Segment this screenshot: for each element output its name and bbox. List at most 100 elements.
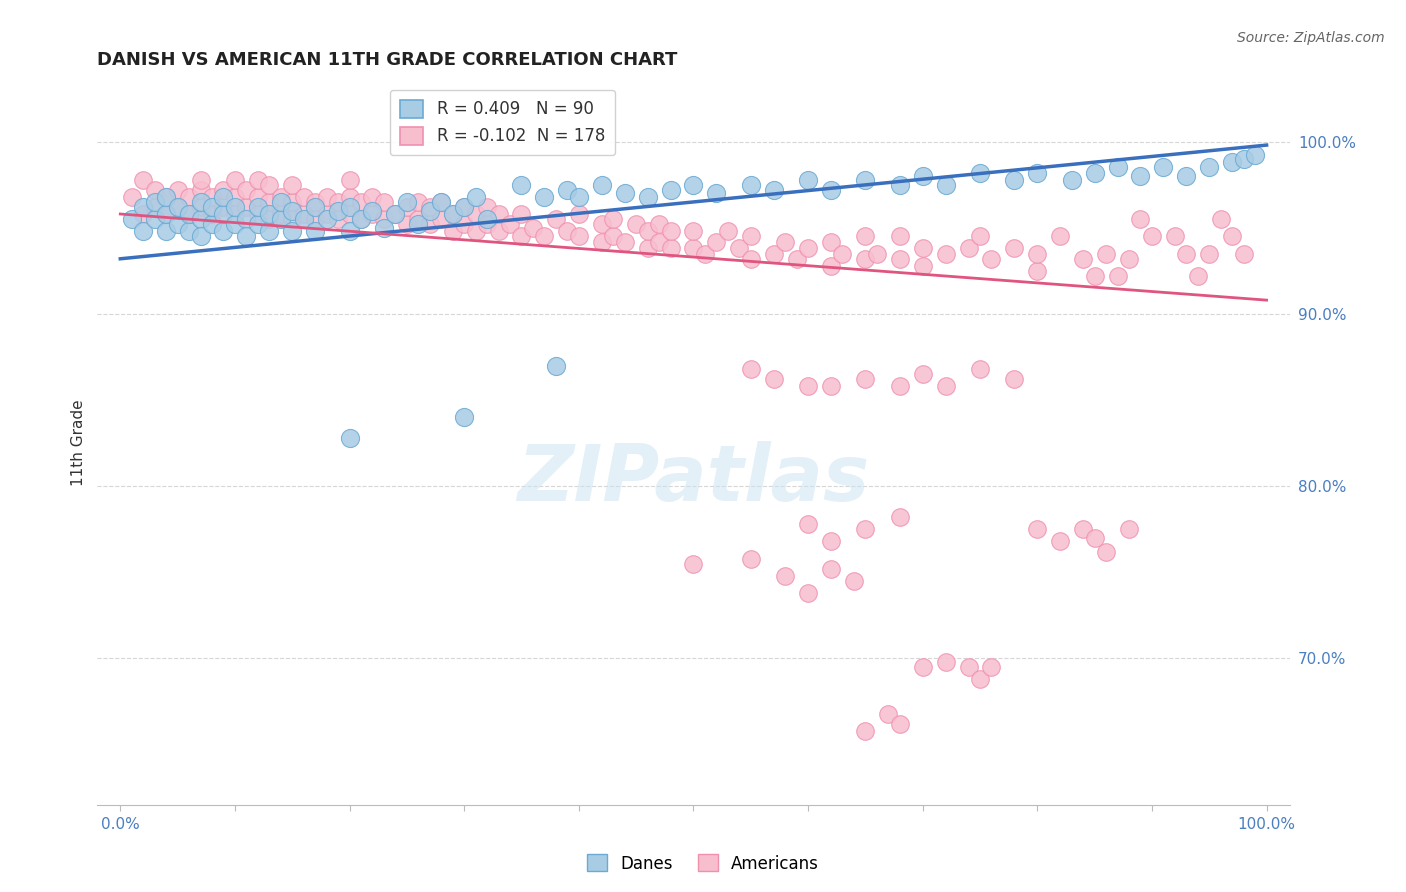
Point	[453, 200, 475, 214]
Point	[475, 212, 498, 227]
Point	[1049, 229, 1071, 244]
Point	[259, 207, 281, 221]
Point	[853, 723, 876, 738]
Point	[935, 178, 957, 192]
Point	[773, 568, 796, 582]
Point	[259, 194, 281, 209]
Point	[270, 190, 292, 204]
Point	[395, 200, 418, 214]
Point	[1026, 522, 1049, 536]
Point	[935, 655, 957, 669]
Point	[419, 203, 441, 218]
Point	[889, 379, 911, 393]
Point	[361, 190, 384, 204]
Point	[373, 194, 395, 209]
Point	[980, 252, 1002, 266]
Point	[1049, 534, 1071, 549]
Point	[155, 207, 177, 221]
Point	[613, 235, 636, 249]
Point	[350, 194, 373, 209]
Point	[384, 207, 406, 221]
Point	[853, 172, 876, 186]
Point	[544, 359, 567, 373]
Point	[259, 178, 281, 192]
Point	[1026, 264, 1049, 278]
Point	[475, 200, 498, 214]
Point	[706, 186, 728, 201]
Point	[1107, 268, 1129, 283]
Point	[510, 178, 533, 192]
Point	[224, 172, 246, 186]
Point	[762, 246, 785, 260]
Point	[121, 212, 143, 227]
Point	[740, 551, 762, 566]
Point	[1002, 172, 1025, 186]
Point	[235, 183, 257, 197]
Point	[1220, 155, 1243, 169]
Point	[177, 207, 200, 221]
Point	[166, 200, 188, 214]
Point	[177, 207, 200, 221]
Point	[831, 246, 853, 260]
Point	[453, 410, 475, 425]
Point	[889, 178, 911, 192]
Point	[270, 212, 292, 227]
Point	[246, 172, 269, 186]
Point	[602, 229, 624, 244]
Point	[682, 178, 704, 192]
Point	[246, 190, 269, 204]
Point	[339, 200, 361, 214]
Point	[624, 217, 647, 231]
Point	[820, 183, 842, 197]
Point	[177, 224, 200, 238]
Legend: R = 0.409   N = 90, R = -0.102  N = 178: R = 0.409 N = 90, R = -0.102 N = 178	[391, 90, 616, 155]
Point	[557, 183, 579, 197]
Point	[602, 212, 624, 227]
Point	[1175, 246, 1198, 260]
Point	[1095, 544, 1118, 558]
Point	[1198, 161, 1220, 175]
Point	[889, 229, 911, 244]
Point	[820, 534, 842, 549]
Point	[326, 212, 349, 227]
Point	[304, 194, 326, 209]
Point	[212, 183, 235, 197]
Point	[373, 220, 395, 235]
Point	[762, 183, 785, 197]
Point	[121, 190, 143, 204]
Point	[212, 224, 235, 238]
Point	[166, 183, 188, 197]
Point	[475, 217, 498, 231]
Point	[132, 224, 155, 238]
Point	[190, 183, 212, 197]
Point	[510, 229, 533, 244]
Point	[797, 379, 820, 393]
Text: ZIPatlas: ZIPatlas	[517, 442, 869, 517]
Point	[201, 190, 224, 204]
Point	[212, 207, 235, 221]
Point	[797, 517, 820, 532]
Point	[464, 190, 486, 204]
Point	[613, 186, 636, 201]
Point	[682, 224, 704, 238]
Y-axis label: 11th Grade: 11th Grade	[72, 400, 86, 486]
Point	[259, 212, 281, 227]
Point	[533, 190, 555, 204]
Point	[889, 252, 911, 266]
Point	[935, 379, 957, 393]
Point	[1118, 252, 1140, 266]
Point	[1152, 161, 1174, 175]
Point	[281, 224, 304, 238]
Point	[728, 242, 751, 256]
Point	[132, 172, 155, 186]
Point	[866, 246, 889, 260]
Point	[350, 212, 373, 227]
Point	[315, 207, 337, 221]
Point	[637, 224, 659, 238]
Point	[499, 217, 522, 231]
Point	[408, 217, 430, 231]
Point	[1026, 166, 1049, 180]
Point	[1107, 161, 1129, 175]
Point	[339, 190, 361, 204]
Point	[682, 557, 704, 571]
